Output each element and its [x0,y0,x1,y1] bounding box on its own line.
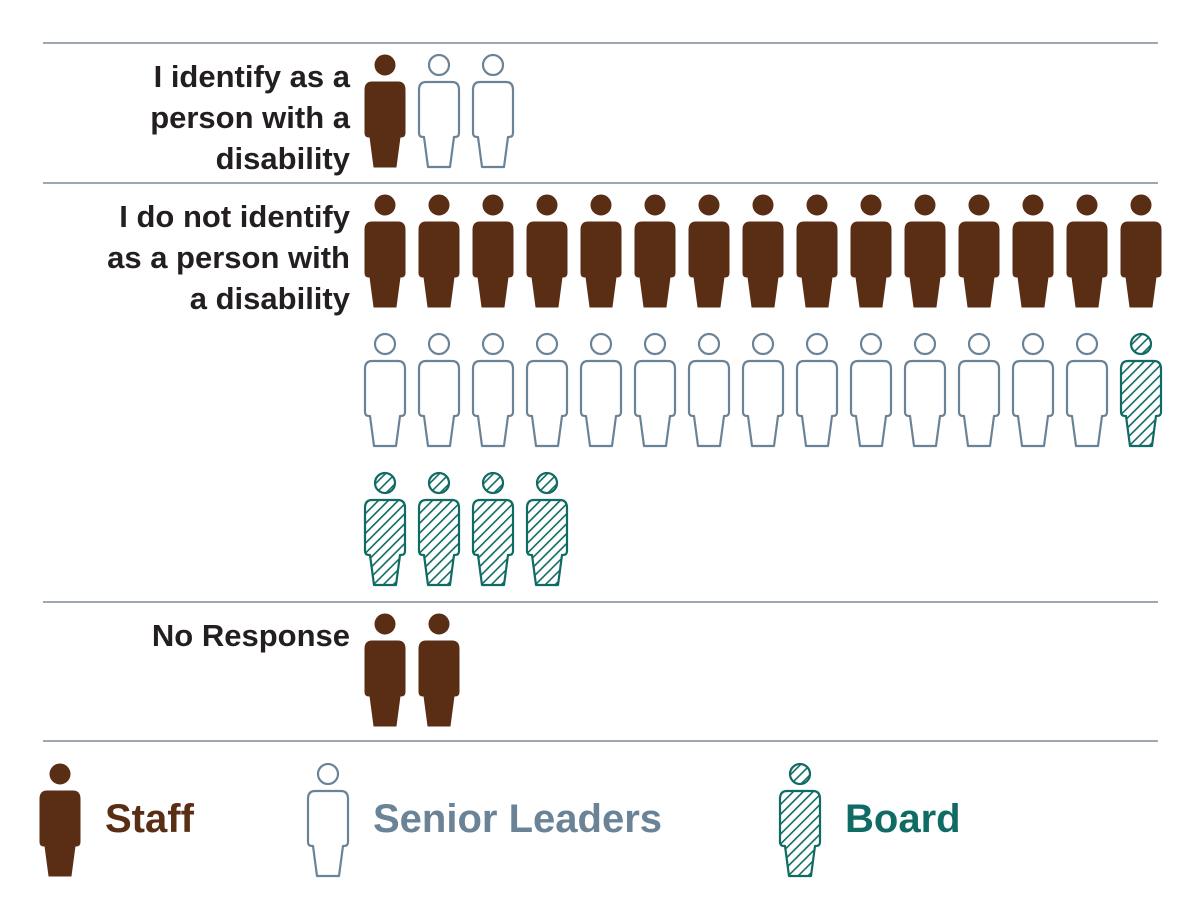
legend-item-staff: Staff [39,763,195,877]
chart-row: I identify as a person with a disability [150,53,515,176]
staff-person-icon [904,194,946,308]
row-label-line: person with a [150,100,351,135]
board-person-icon [778,762,822,878]
senior-leader-person-icon [471,332,515,448]
staff-person-icon [364,613,406,727]
row-label-line: as a person with [107,240,350,275]
senior-leader-person-icon [795,332,839,448]
legend-item-senior-leaders: Senior Leaders [306,762,662,878]
board-person-icon [471,471,515,587]
senior-leader-person-icon [957,332,1001,448]
staff-person-icon [796,194,838,308]
staff-person-icon [472,194,514,308]
staff-person-icon [418,194,460,308]
senior-leader-person-icon [633,332,677,448]
senior-leader-person-icon [306,762,350,878]
staff-person-icon [418,613,460,727]
legend-label: Senior Leaders [373,797,662,841]
chart-row: No Response [152,613,460,727]
row-label-line: disability [216,141,351,176]
staff-person-icon [958,194,1000,308]
senior-leader-person-icon [417,53,461,169]
staff-person-icon [1120,194,1162,308]
board-person-icon [525,471,569,587]
senior-leader-person-icon [849,332,893,448]
board-person-icon [1119,332,1163,448]
staff-person-icon [742,194,784,308]
legend-label: Board [845,797,961,841]
board-person-icon [363,471,407,587]
staff-person-icon [364,54,406,168]
staff-person-icon [39,763,81,877]
staff-person-icon [364,194,406,308]
row-label-line: I do not identify [119,199,351,234]
senior-leader-person-icon [903,332,947,448]
row-label-line: No Response [152,618,350,653]
staff-person-icon [634,194,676,308]
legend-label: Staff [105,797,195,841]
senior-leader-person-icon [1065,332,1109,448]
staff-person-icon [850,194,892,308]
staff-person-icon [1012,194,1054,308]
senior-leader-person-icon [579,332,623,448]
staff-person-icon [526,194,568,308]
senior-leader-person-icon [525,332,569,448]
legend-item-board: Board [778,762,961,878]
senior-leader-person-icon [741,332,785,448]
row-label-line: I identify as a [154,59,351,94]
staff-person-icon [688,194,730,308]
staff-person-icon [580,194,622,308]
senior-leader-person-icon [417,332,461,448]
senior-leader-person-icon [687,332,731,448]
row-label-line: a disability [190,281,351,316]
senior-leader-person-icon [1011,332,1055,448]
staff-person-icon [1066,194,1108,308]
senior-leader-person-icon [363,332,407,448]
senior-leader-person-icon [471,53,515,169]
board-person-icon [417,471,461,587]
chart-row: I do not identify as a person with a disab… [107,194,1163,587]
